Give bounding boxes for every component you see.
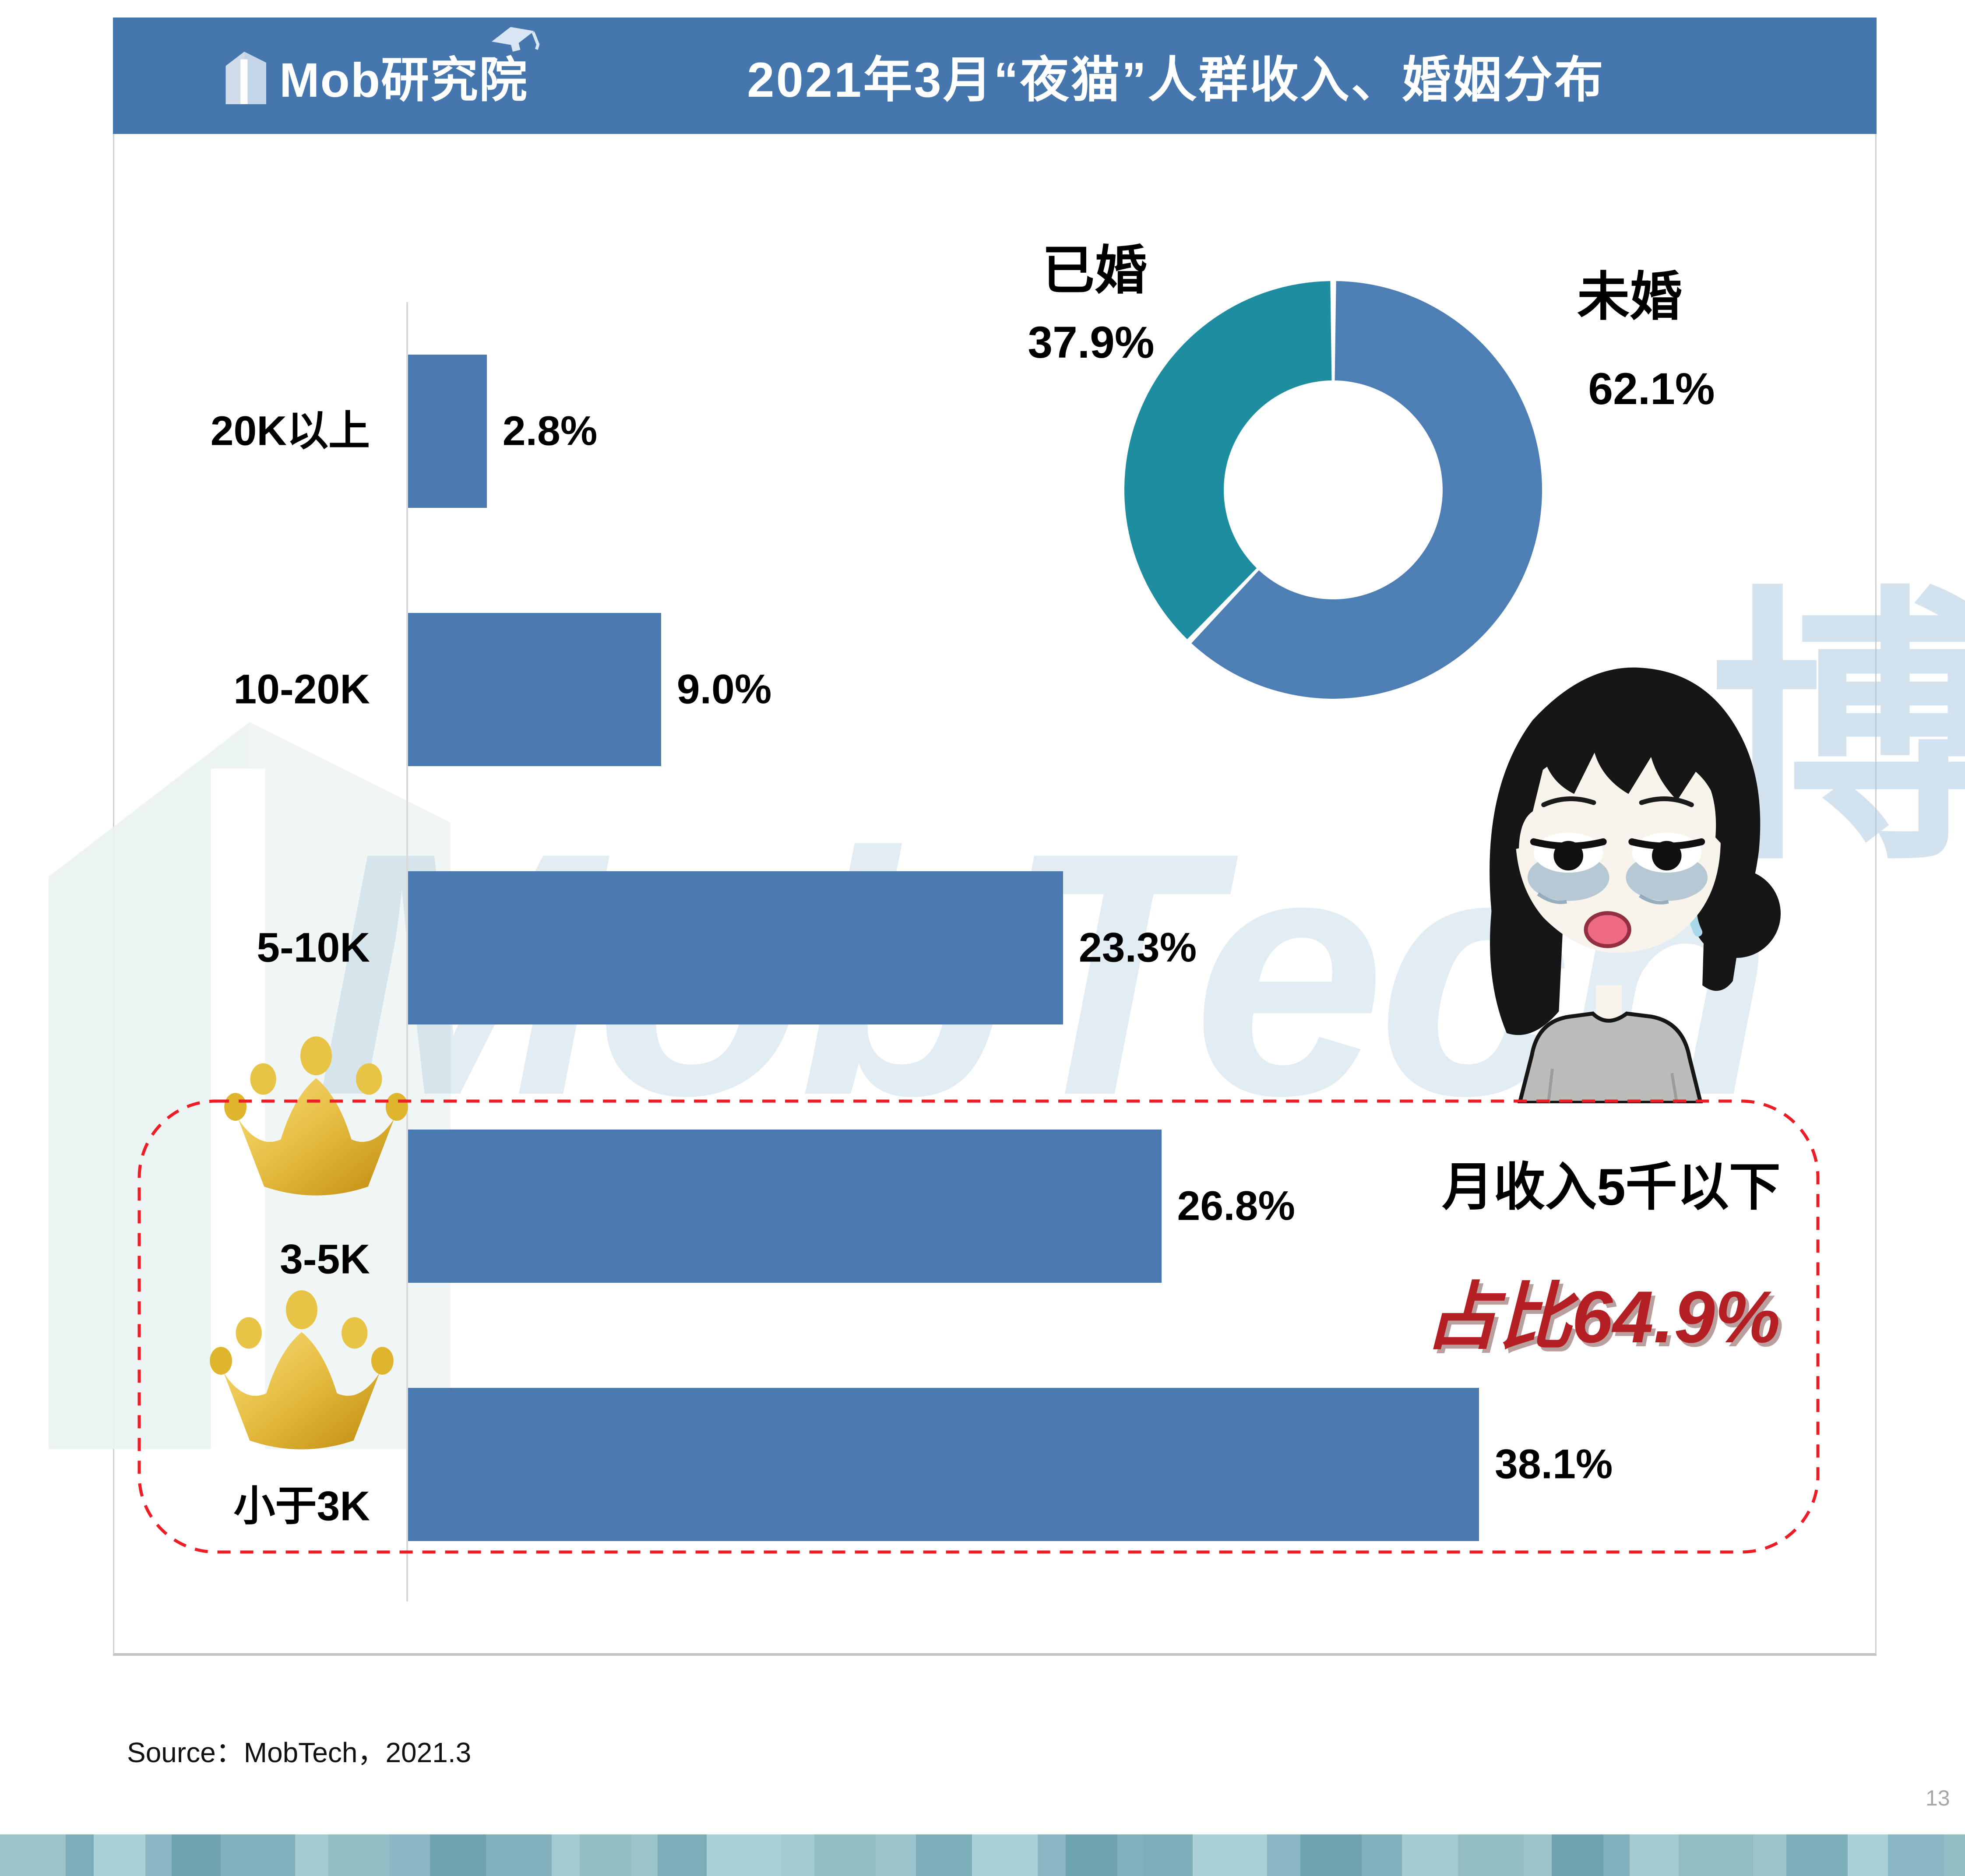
strip-segment bbox=[1848, 1834, 1888, 1876]
strip-segment bbox=[1300, 1834, 1362, 1876]
strip-segment bbox=[1193, 1834, 1267, 1876]
bar-value-label: 38.1% bbox=[1495, 1441, 1613, 1488]
bar-value-label: 9.0% bbox=[676, 666, 772, 713]
donut-value-married: 37.9% bbox=[1028, 317, 1155, 367]
strip-segment bbox=[94, 1834, 145, 1876]
page-number: 13 bbox=[1926, 1786, 1950, 1810]
bar-category-label: 20K以上 bbox=[210, 408, 370, 454]
strip-segment bbox=[781, 1834, 814, 1876]
donut-label-married: 已婚 bbox=[1042, 241, 1147, 300]
bar-value-label: 2.8% bbox=[502, 408, 598, 454]
strip-segment bbox=[1552, 1834, 1603, 1876]
strip-segment bbox=[390, 1834, 430, 1876]
strip-segment bbox=[1888, 1834, 1944, 1876]
strip-segment bbox=[295, 1834, 328, 1876]
brand-logo: Mob研究院 bbox=[214, 27, 540, 111]
strip-segment bbox=[552, 1834, 580, 1876]
highlight-note-title: 月收入5千以下 bbox=[1442, 1158, 1781, 1216]
strip-segment bbox=[172, 1834, 221, 1876]
strip-segment bbox=[1630, 1834, 1679, 1876]
bar bbox=[408, 355, 487, 508]
strip-segment bbox=[1066, 1834, 1117, 1876]
strip-segment bbox=[631, 1834, 658, 1876]
building-logo-icon bbox=[214, 43, 279, 109]
donut-slice-unmarried bbox=[1191, 281, 1542, 699]
strip-segment bbox=[328, 1834, 390, 1876]
night-owl-girl-illustration bbox=[1454, 606, 1781, 1103]
strip-segment bbox=[221, 1834, 295, 1876]
strip-segment bbox=[876, 1834, 916, 1876]
strip-segment bbox=[1117, 1834, 1144, 1876]
strip-segment bbox=[1603, 1834, 1630, 1876]
bar-value-label: 23.3% bbox=[1078, 924, 1197, 971]
strip-segment bbox=[66, 1834, 94, 1876]
strip-segment bbox=[580, 1834, 631, 1876]
strip-segment bbox=[1458, 1834, 1524, 1876]
strip-segment bbox=[1267, 1834, 1300, 1876]
bottom-decorative-strip bbox=[0, 1834, 1965, 1876]
source-note: Source：MobTech，2021.3 bbox=[127, 1737, 472, 1768]
bar bbox=[408, 871, 1063, 1024]
donut-value-unmarried: 62.1% bbox=[1588, 364, 1715, 414]
bar-category-label: 10-20K bbox=[233, 666, 370, 713]
strip-segment bbox=[1038, 1834, 1066, 1876]
highlight-note-value: 占比64.9% bbox=[1424, 1276, 1781, 1358]
graduation-cap-icon bbox=[484, 18, 541, 62]
strip-segment bbox=[658, 1834, 707, 1876]
strip-segment bbox=[972, 1834, 1038, 1876]
strip-segment bbox=[707, 1834, 781, 1876]
strip-segment bbox=[1944, 1834, 1965, 1876]
strip-segment bbox=[1144, 1834, 1193, 1876]
strip-segment bbox=[1524, 1834, 1552, 1876]
strip-segment bbox=[0, 1834, 66, 1876]
brand-logo-text: Mob研究院 bbox=[279, 53, 528, 107]
strip-segment bbox=[1362, 1834, 1402, 1876]
strip-segment bbox=[916, 1834, 972, 1876]
bar-value-label: 26.8% bbox=[1177, 1183, 1295, 1229]
strip-segment bbox=[486, 1834, 552, 1876]
marriage-donut-chart bbox=[1124, 281, 1542, 699]
header-bar: Mob研究院 2021年3月“夜猫”人群收入、婚姻分布 bbox=[113, 18, 1877, 134]
strip-segment bbox=[1402, 1834, 1458, 1876]
bar-category-label: 小于3K bbox=[233, 1483, 370, 1530]
strip-segment bbox=[1786, 1834, 1848, 1876]
donut-label-unmarried: 未婚 bbox=[1577, 267, 1682, 326]
strip-segment bbox=[814, 1834, 876, 1876]
strip-segment bbox=[1679, 1834, 1753, 1876]
bar bbox=[408, 1130, 1162, 1283]
strip-segment bbox=[1753, 1834, 1786, 1876]
page-title: 2021年3月“夜猫”人群收入、婚姻分布 bbox=[747, 53, 1605, 107]
strip-segment bbox=[430, 1834, 486, 1876]
bar bbox=[408, 1388, 1479, 1541]
donut-slice-married bbox=[1124, 281, 1332, 639]
strip-segment bbox=[145, 1834, 172, 1876]
